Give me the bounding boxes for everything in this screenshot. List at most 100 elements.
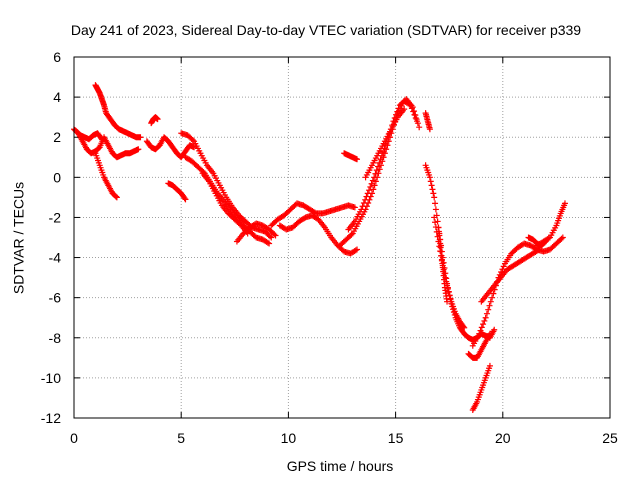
data-series [92,82,144,141]
data-point [432,200,439,207]
data-point [476,330,483,337]
data-point [486,362,493,369]
y-tick-label: -8 [49,330,62,346]
data-point [268,234,275,241]
y-axis-title: SDTVAR / TECUs [11,182,27,294]
data-point [414,120,421,127]
y-tick-label: -4 [49,250,62,266]
data-point [154,116,161,123]
x-axis-title: GPS time / hours [287,458,394,474]
data-point [427,178,434,185]
data-point [373,167,380,174]
data-point [401,106,408,113]
data-point [348,231,355,238]
data-point [98,135,105,142]
y-tick-label: -2 [49,209,62,225]
data-point [500,263,507,270]
data-series [143,134,198,161]
data-point [367,183,374,190]
data-point [272,232,279,239]
y-tick-labels: -12 -10 -8 -6 -4 -2 0 2 4 6 [41,49,61,426]
data-point [377,156,384,163]
data-point [426,126,433,133]
data-point [541,239,548,246]
data-point [561,200,568,207]
data-point [412,112,419,119]
data-point [366,187,373,194]
data-point [189,137,196,144]
y-tick-label: -12 [41,410,61,426]
data-series [362,106,408,181]
data-point [460,323,467,330]
data-point [351,204,358,211]
data-series [92,150,120,201]
data-point [113,194,120,201]
data-point [371,182,378,189]
data-point [478,324,485,331]
x-tick-labels: 0 5 10 15 20 25 [70,430,618,446]
data-point [360,200,367,207]
data-series [71,126,142,161]
data-point [426,174,433,181]
data-point [352,247,359,254]
data-point [487,298,494,305]
data-series [165,180,189,203]
data-series [525,234,549,249]
plot-frame [73,56,611,419]
data-series [341,150,361,163]
data-series [148,114,161,127]
data-point [416,124,423,131]
data-point [432,206,439,213]
data-point [182,196,189,203]
data-point [135,146,142,153]
data-point [534,247,541,254]
y-tick-label: 4 [53,89,61,105]
data-point [395,105,402,112]
data-point [558,235,565,242]
y-tick-label: 6 [53,49,61,65]
y-tick-label: -10 [41,370,61,386]
data-series [478,246,543,305]
data-point [137,134,144,141]
y-tick-label: -6 [49,290,62,306]
data-point [266,233,273,240]
data-point [490,290,497,297]
data-series [465,330,493,361]
data-point [481,317,488,324]
data-point [409,104,416,111]
data-point [372,170,379,177]
data-point [446,292,453,299]
data-point [542,238,549,245]
data-point [413,116,420,123]
data-point [375,163,382,170]
data-series [422,110,433,133]
data-point [362,196,369,203]
data-point [264,239,271,246]
data-point [486,302,493,309]
data-series [73,128,105,143]
data-point [491,326,498,333]
data-point [430,190,437,197]
data-point [380,149,387,156]
y-tick-label: 2 [53,129,61,145]
data-point [477,327,484,334]
data-point [354,156,361,163]
data-point [444,298,451,305]
x-tick-label: 25 [602,430,618,446]
data-point [359,203,366,210]
data-point [271,231,278,238]
x-tick-label: 20 [495,430,511,446]
data-point [370,186,377,193]
data-point [376,159,383,166]
data-series [534,200,568,249]
data-point [432,219,439,226]
data-series [233,220,279,245]
data-point [489,294,496,301]
data-point [559,234,566,241]
data-point [429,186,436,193]
data-point [445,289,452,296]
data-point [482,314,489,321]
data-point [411,108,418,115]
x-tick-label: 10 [281,430,297,446]
